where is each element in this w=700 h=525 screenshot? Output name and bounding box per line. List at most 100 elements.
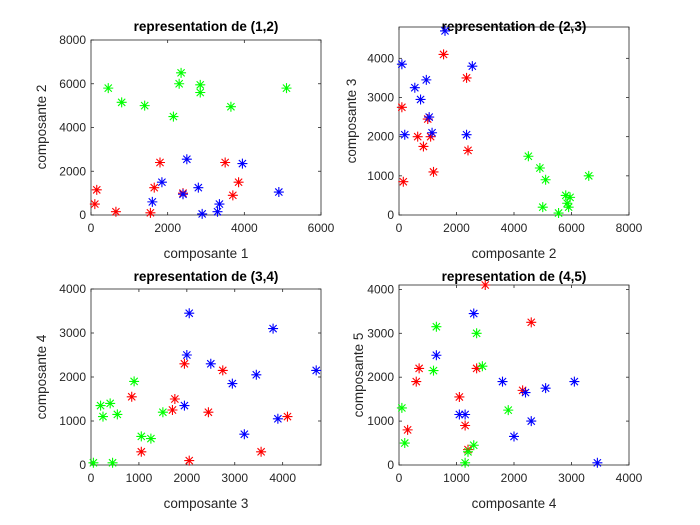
plot-title: representation de (1,2) (134, 19, 279, 34)
data-point-marker (281, 83, 292, 94)
y-tick-label: 0 (387, 208, 394, 222)
plot-title: representation de (4,5) (442, 269, 587, 284)
data-point-marker (169, 394, 180, 404)
data-point-marker (526, 317, 537, 328)
data-point-marker (116, 97, 127, 108)
data-point-marker (220, 157, 231, 168)
data-point-marker (477, 361, 488, 372)
data-point-marker (425, 131, 436, 142)
marker-group (396, 25, 594, 219)
data-point-marker (107, 457, 118, 468)
x-tick-label: 6000 (308, 221, 335, 235)
data-point-marker (461, 129, 472, 140)
tick-group: 0 1000 2000 3000 4000 0 1000 2000 3000 4000 (59, 282, 321, 485)
x-tick-label: 4000 (269, 471, 296, 485)
plot-title: representation de (2,3) (442, 19, 587, 34)
data-point-marker (184, 308, 195, 319)
data-point-marker (112, 409, 123, 420)
data-point-marker (418, 141, 429, 152)
data-point-marker (537, 202, 548, 213)
y-tick-label: 0 (79, 208, 86, 222)
y-tick-label: 6000 (59, 77, 86, 91)
data-point-marker (227, 378, 238, 389)
data-point-marker (203, 407, 214, 418)
data-point-marker (184, 455, 195, 466)
x-tick-label: 2000 (173, 471, 200, 485)
data-point-marker (526, 416, 537, 427)
x-tick-label: 2000 (443, 221, 470, 235)
subplot-4: representation de (4,5) composante 4 com… (351, 269, 643, 511)
x-tick-label: 4000 (501, 221, 528, 235)
data-point-marker (454, 391, 465, 402)
data-point-marker (217, 365, 228, 376)
data-point-marker (136, 446, 147, 457)
data-point-marker (227, 190, 238, 201)
data-point-marker (179, 358, 190, 369)
x-axis-label: composante 2 (472, 246, 557, 261)
data-point-marker (467, 61, 478, 72)
data-point-marker (282, 411, 293, 422)
data-point-marker (440, 25, 450, 36)
y-tick-label: 0 (387, 458, 394, 472)
data-point-marker (460, 457, 471, 468)
data-point-marker (311, 365, 322, 376)
data-point-marker (414, 363, 425, 374)
x-tick-label: 8000 (616, 221, 643, 235)
data-point-marker (565, 192, 576, 203)
data-point-marker (181, 154, 192, 165)
marker-group (89, 67, 292, 219)
data-point-marker (583, 170, 594, 181)
data-point-marker (179, 400, 190, 411)
y-tick-label: 4000 (59, 121, 86, 135)
data-point-marker (147, 196, 158, 207)
data-point-marker (268, 323, 279, 334)
data-point-marker (91, 184, 102, 195)
data-point-marker (156, 177, 167, 188)
data-point-marker (399, 129, 410, 140)
y-axis-label: composante 2 (34, 85, 49, 170)
x-tick-label: 1000 (126, 471, 153, 485)
data-point-marker (592, 457, 603, 468)
data-point-marker (534, 163, 545, 173)
data-point-marker (157, 407, 168, 418)
x-axis-label: composante 3 (164, 496, 249, 511)
axes-box (90, 288, 322, 466)
data-point-marker (562, 198, 573, 209)
data-point-marker (540, 383, 551, 394)
data-point-marker (195, 79, 206, 90)
data-point-marker (205, 358, 216, 369)
data-point-marker (212, 206, 223, 217)
data-point-marker (460, 420, 471, 431)
x-tick-label: 0 (88, 221, 95, 235)
data-point-marker (409, 82, 420, 93)
data-point-marker (520, 387, 531, 398)
x-tick-label: 4000 (231, 221, 258, 235)
subplot-2: representation de (2,3) composante 2 com… (344, 19, 643, 261)
axes-box (398, 26, 630, 216)
data-point-marker (256, 446, 267, 457)
x-tick-label: 1000 (443, 471, 470, 485)
y-tick-label: 4000 (59, 282, 86, 296)
data-point-marker (398, 176, 409, 187)
data-point-marker (438, 49, 449, 60)
data-point-marker (145, 207, 156, 218)
y-axis-label: composante 3 (344, 79, 359, 164)
y-tick-label: 2000 (367, 130, 394, 144)
y-tick-label: 2000 (367, 370, 394, 384)
data-point-marker (463, 145, 473, 156)
x-tick-label: 3000 (221, 471, 248, 485)
y-tick-label: 1000 (367, 414, 394, 428)
data-point-marker (497, 376, 508, 387)
data-point-marker (174, 78, 185, 89)
data-point-marker (468, 440, 479, 451)
data-point-marker (239, 429, 250, 440)
data-point-marker (503, 405, 514, 416)
data-point-marker (421, 74, 432, 85)
data-point-marker (463, 446, 473, 457)
data-point-marker (471, 363, 482, 374)
data-point-marker (424, 112, 435, 123)
data-point-marker (237, 158, 248, 169)
data-point-marker (197, 208, 208, 219)
y-tick-label: 4000 (367, 51, 394, 65)
y-tick-label: 2000 (59, 370, 86, 384)
